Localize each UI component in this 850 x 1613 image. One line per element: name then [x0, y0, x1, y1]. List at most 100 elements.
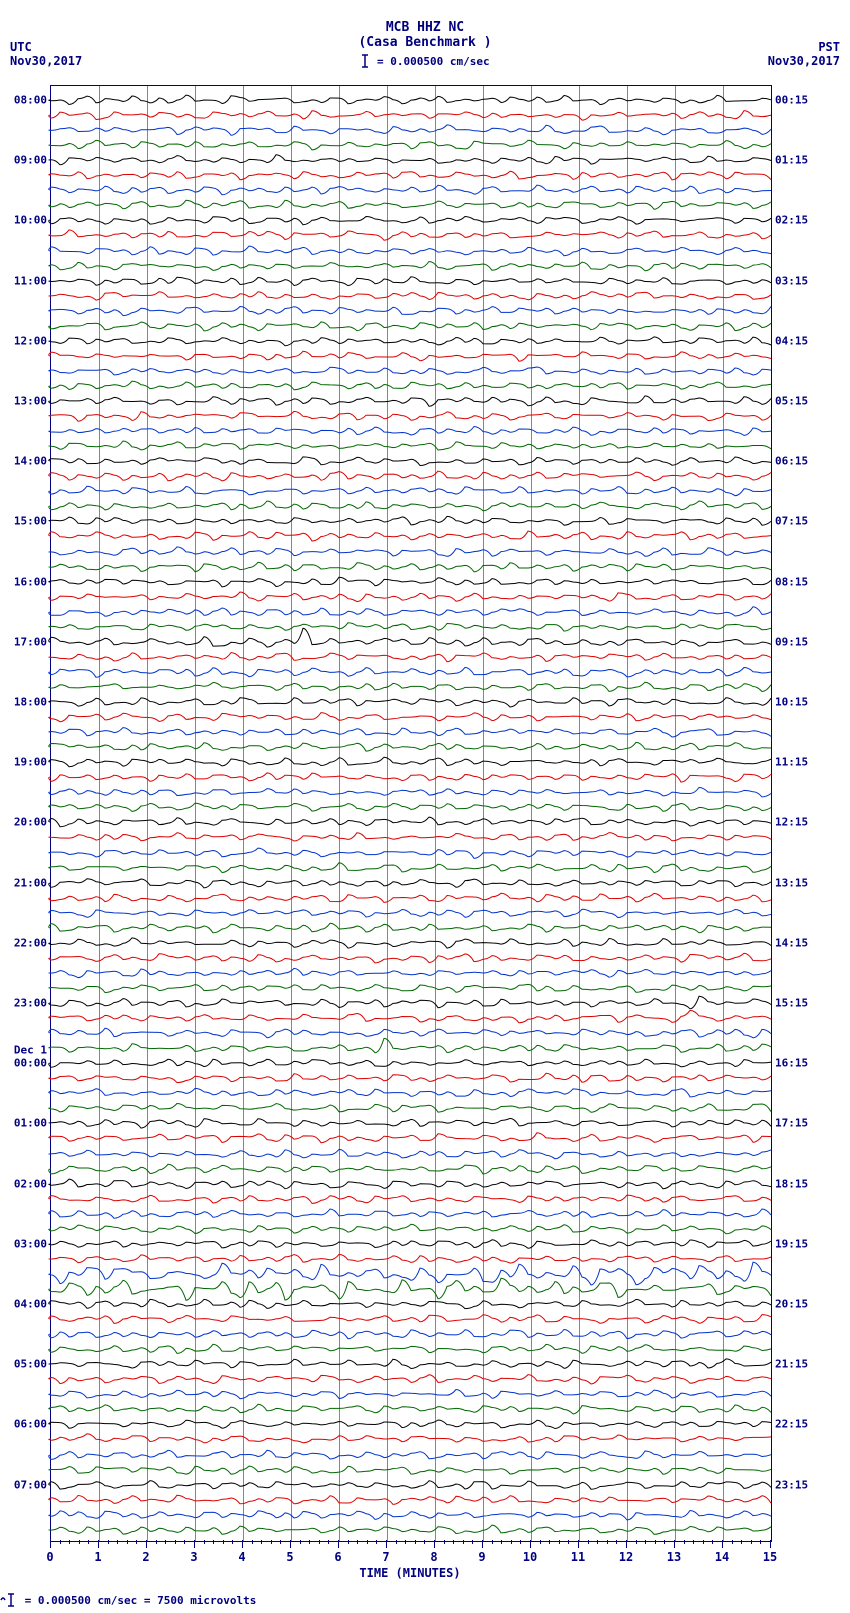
- x-axis-label: TIME (MINUTES): [50, 1566, 770, 1580]
- pst-time-label: 00:15: [771, 94, 808, 107]
- pst-time-label: 08:15: [771, 575, 808, 588]
- utc-time-label: 07:00: [14, 1478, 51, 1491]
- x-tick-minor: [300, 1540, 301, 1544]
- utc-time-label: 12:00: [14, 334, 51, 347]
- utc-time-label: 19:00: [14, 756, 51, 769]
- x-tick: [674, 1540, 675, 1548]
- x-tick-minor: [357, 1540, 358, 1544]
- pst-time-label: 14:15: [771, 936, 808, 949]
- pst-time-label: 13:15: [771, 876, 808, 889]
- utc-time-label: 09:00: [14, 154, 51, 167]
- x-tick: [338, 1540, 339, 1548]
- seismogram-plot: 08:0000:1509:0001:1510:0002:1511:0003:15…: [50, 85, 772, 1542]
- utc-time-label: 21:00: [14, 876, 51, 889]
- x-tick-minor: [568, 1540, 569, 1544]
- x-tick-label: 1: [94, 1550, 101, 1564]
- pst-time-label: 21:15: [771, 1358, 808, 1371]
- utc-tz: UTC: [10, 40, 32, 54]
- x-tick-minor: [751, 1540, 752, 1544]
- x-tick-label: 14: [715, 1550, 729, 1564]
- x-tick-minor: [703, 1540, 704, 1544]
- x-tick: [386, 1540, 387, 1548]
- x-tick: [98, 1540, 99, 1548]
- pst-time-label: 17:15: [771, 1117, 808, 1130]
- x-tick-minor: [463, 1540, 464, 1544]
- utc-time-label: 05:00: [14, 1358, 51, 1371]
- x-tick-label: 13: [667, 1550, 681, 1564]
- utc-time-label: 22:00: [14, 936, 51, 949]
- utc-time-label: 18:00: [14, 696, 51, 709]
- x-tick-minor: [79, 1540, 80, 1544]
- pst-time-label: 01:15: [771, 154, 808, 167]
- x-tick-minor: [549, 1540, 550, 1544]
- x-tick-minor: [271, 1540, 272, 1544]
- x-tick-minor: [492, 1540, 493, 1544]
- scale-text: = 0.000500 cm/sec: [377, 55, 490, 68]
- x-tick-label: 7: [382, 1550, 389, 1564]
- x-tick-minor: [60, 1540, 61, 1544]
- x-tick-minor: [712, 1540, 713, 1544]
- x-tick-minor: [156, 1540, 157, 1544]
- x-tick: [482, 1540, 483, 1548]
- x-tick-minor: [405, 1540, 406, 1544]
- pst-time-label: 10:15: [771, 696, 808, 709]
- pst-time-label: 19:15: [771, 1237, 808, 1250]
- x-tick-minor: [636, 1540, 637, 1544]
- x-tick-minor: [453, 1540, 454, 1544]
- x-tick: [578, 1540, 579, 1548]
- x-tick-minor: [520, 1540, 521, 1544]
- x-tick-minor: [424, 1540, 425, 1544]
- utc-time-label: 02:00: [14, 1177, 51, 1190]
- x-tick-minor: [204, 1540, 205, 1544]
- x-tick-minor: [664, 1540, 665, 1544]
- pst-tz: PST: [818, 40, 840, 54]
- pst-time-label: 09:15: [771, 635, 808, 648]
- utc-time-label: 06:00: [14, 1418, 51, 1431]
- x-tick-label: 5: [286, 1550, 293, 1564]
- utc-time-label: 13:00: [14, 395, 51, 408]
- x-tick-label: 6: [334, 1550, 341, 1564]
- x-tick: [626, 1540, 627, 1548]
- x-tick-label: 10: [523, 1550, 537, 1564]
- x-tick-label: 3: [190, 1550, 197, 1564]
- x-tick-label: 15: [763, 1550, 777, 1564]
- pst-time-label: 16:15: [771, 1057, 808, 1070]
- x-tick: [290, 1540, 291, 1548]
- x-tick: [530, 1540, 531, 1548]
- x-tick-minor: [328, 1540, 329, 1544]
- x-tick-minor: [117, 1540, 118, 1544]
- pst-time-label: 06:15: [771, 455, 808, 468]
- pst-time-label: 11:15: [771, 756, 808, 769]
- x-tick: [770, 1540, 771, 1548]
- utc-time-label: 14:00: [14, 455, 51, 468]
- pst-time-label: 15:15: [771, 997, 808, 1010]
- x-tick: [722, 1540, 723, 1548]
- x-tick-minor: [684, 1540, 685, 1544]
- utc-time-label: 01:00: [14, 1117, 51, 1130]
- x-tick-minor: [175, 1540, 176, 1544]
- x-tick: [434, 1540, 435, 1548]
- x-tick-label: 0: [46, 1550, 53, 1564]
- seismogram-container: MCB HHZ NC (Casa Benchmark ) = 0.000500 …: [0, 0, 850, 1613]
- x-tick-minor: [616, 1540, 617, 1544]
- scale-indicator: = 0.000500 cm/sec: [0, 54, 850, 68]
- utc-time-label: 17:00: [14, 635, 51, 648]
- x-tick-minor: [607, 1540, 608, 1544]
- x-tick-minor: [693, 1540, 694, 1544]
- x-tick: [242, 1540, 243, 1548]
- pst-time-label: 02:15: [771, 214, 808, 227]
- pst-date: Nov30,2017: [768, 54, 840, 68]
- day-change-label: Dec 1: [14, 1044, 51, 1057]
- pst-time-label: 07:15: [771, 515, 808, 528]
- utc-time-label: 08:00: [14, 94, 51, 107]
- x-tick-minor: [348, 1540, 349, 1544]
- x-tick-minor: [444, 1540, 445, 1544]
- pst-time-label: 23:15: [771, 1478, 808, 1491]
- x-tick-minor: [511, 1540, 512, 1544]
- x-tick-minor: [108, 1540, 109, 1544]
- utc-time-label: 03:00: [14, 1237, 51, 1250]
- x-tick-minor: [69, 1540, 70, 1544]
- utc-date: Nov30,2017: [10, 54, 82, 68]
- utc-time-label: 20:00: [14, 816, 51, 829]
- x-tick-label: 12: [619, 1550, 633, 1564]
